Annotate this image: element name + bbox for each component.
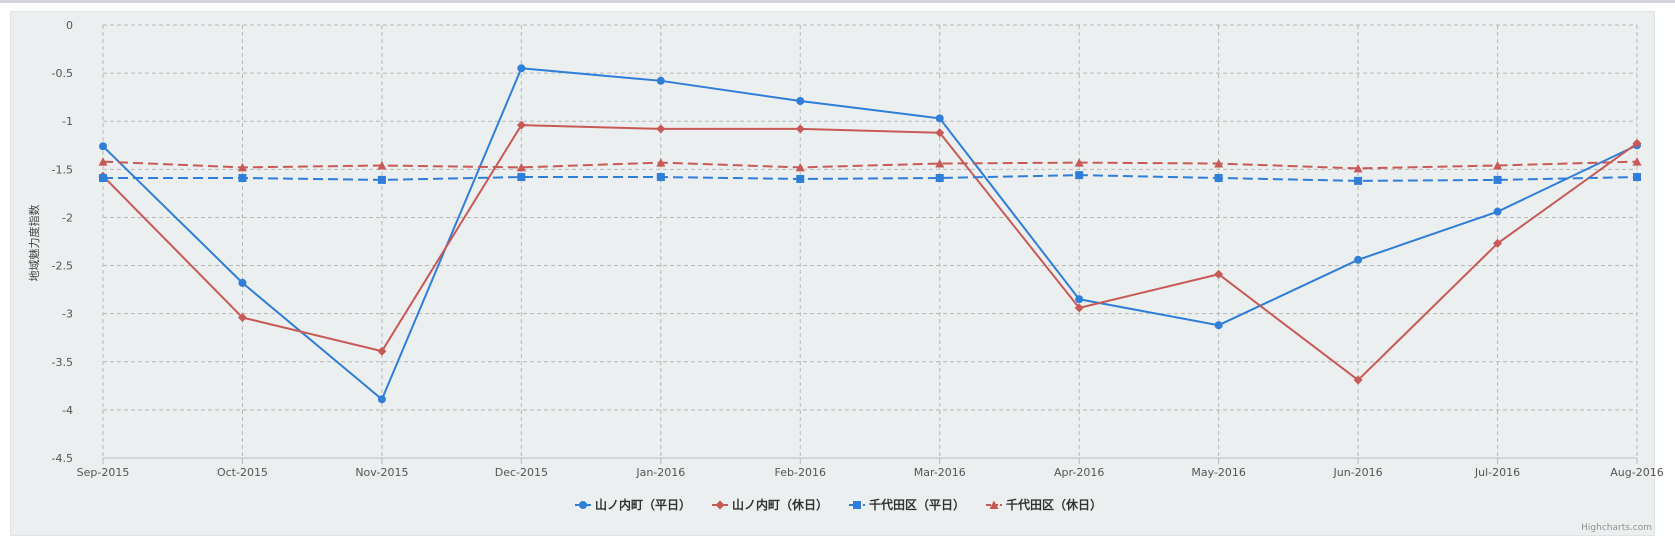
y-tick-label: -4 [62, 404, 73, 417]
data-point[interactable] [237, 313, 247, 323]
data-point[interactable] [1353, 163, 1363, 173]
x-tick-label: Jun-2016 [1333, 466, 1383, 479]
legend: 山ノ内町（平日） 山ノ内町（休日） 千代田区（平日） 千代田区（休日） [575, 497, 1102, 512]
x-tick-label: Apr-2016 [1054, 466, 1104, 479]
x-tick-label: Mar-2016 [914, 466, 966, 479]
legend-marker-symbol[interactable] [989, 500, 999, 510]
line-chart: 0 -0.5 -1 -1.5 -2 -2.5 -3 -3.5 -4 -4.5 Sep-2015 Oc… [27, 19, 1664, 533]
y-tick-label: -1.5 [52, 163, 73, 176]
data-point[interactable] [795, 162, 805, 172]
x-tick-label: Jul-2016 [1474, 466, 1520, 479]
x-tick-label: Feb-2016 [775, 466, 826, 479]
data-point[interactable] [98, 157, 108, 166]
series-1 [99, 64, 1641, 404]
series-line[interactable] [102, 67, 1638, 401]
legend-item-1[interactable]: 山ノ内町（平日） [575, 497, 691, 512]
data-point[interactable] [1214, 173, 1223, 182]
data-point[interactable] [656, 124, 666, 134]
data-point[interactable] [935, 173, 944, 182]
x-tick-label: Aug-2016 [1610, 466, 1663, 479]
credits-text[interactable]: Highcharts.com [1581, 523, 1652, 533]
x-tick-label: Nov-2015 [355, 466, 408, 479]
data-point[interactable] [1493, 160, 1503, 170]
data-point[interactable] [517, 173, 526, 182]
data-point[interactable] [99, 142, 107, 151]
data-point[interactable] [1633, 173, 1641, 182]
legend-label: 千代田区（休日） [1006, 497, 1102, 512]
legend-label: 山ノ内町（平日） [595, 497, 691, 512]
y-tick-label: -2.5 [52, 260, 73, 273]
y-tick-label: -4.5 [52, 452, 73, 465]
data-point[interactable] [1214, 269, 1224, 279]
x-tick-label: Dec-2015 [495, 466, 548, 479]
data-point[interactable] [237, 162, 247, 172]
data-point[interactable] [1214, 159, 1224, 168]
data-point[interactable] [935, 128, 945, 138]
data-point[interactable] [99, 173, 107, 182]
data-point[interactable] [1354, 255, 1363, 264]
chart-panel [10, 11, 1655, 536]
data-point[interactable] [1353, 375, 1363, 385]
series-line[interactable] [102, 160, 1638, 170]
x-tick-label: Sep-2015 [77, 466, 130, 479]
data-point[interactable] [1075, 171, 1084, 180]
series [98, 64, 1642, 404]
series-line[interactable] [102, 124, 1638, 382]
legend-label: 山ノ内町（休日） [732, 497, 828, 512]
series-3 [99, 171, 1641, 185]
x-tick-label: Jan-2016 [635, 466, 685, 479]
legend-marker-symbol[interactable] [715, 500, 725, 510]
data-point[interactable] [656, 173, 665, 182]
x-axis-ticks: Sep-2015 Oct-2015 Nov-2015 Dec-2015 Jan-2016… [77, 458, 1664, 479]
data-point[interactable] [516, 162, 526, 172]
y-tick-label: -0.5 [52, 67, 73, 80]
y-tick-label: -3 [62, 308, 73, 321]
data-point[interactable] [377, 160, 387, 170]
data-point[interactable] [1493, 207, 1502, 216]
data-point[interactable] [1075, 295, 1084, 304]
data-point[interactable] [516, 120, 526, 130]
data-point[interactable] [1074, 303, 1084, 313]
data-point[interactable] [238, 173, 247, 182]
data-point[interactable] [1493, 238, 1503, 248]
y-tick-label: -2 [62, 211, 73, 224]
legend-item-3[interactable]: 千代田区（平日） [849, 497, 965, 512]
x-tick-label: Oct-2015 [217, 466, 268, 479]
data-point[interactable] [656, 76, 665, 85]
legend-marker-symbol[interactable] [853, 501, 861, 509]
data-point[interactable] [1493, 175, 1502, 184]
data-point[interactable] [238, 278, 247, 287]
series-2 [98, 120, 1642, 385]
y-axis-title: 地域魅力度指数 [27, 205, 41, 282]
data-point[interactable] [1354, 176, 1363, 185]
data-point[interactable] [935, 159, 945, 168]
data-point[interactable] [377, 395, 386, 404]
legend-marker-symbol[interactable] [579, 501, 587, 509]
data-point[interactable] [795, 124, 805, 134]
grid [102, 24, 1638, 459]
data-point[interactable] [1632, 138, 1642, 148]
series-line[interactable] [103, 174, 1638, 182]
data-point[interactable] [796, 174, 805, 183]
data-point[interactable] [377, 346, 387, 356]
data-point[interactable] [517, 64, 526, 73]
series-4 [98, 157, 1642, 173]
legend-item-4[interactable]: 千代田区（休日） [986, 497, 1102, 512]
data-point[interactable] [1632, 157, 1642, 166]
data-point[interactable] [1214, 321, 1223, 330]
legend-item-2[interactable]: 山ノ内町（休日） [712, 497, 828, 512]
data-point[interactable] [796, 97, 805, 106]
data-point[interactable] [656, 158, 666, 167]
y-tick-label: -1 [62, 115, 73, 128]
data-point[interactable] [935, 114, 944, 123]
data-point[interactable] [377, 175, 386, 184]
y-tick-label: 0 [66, 19, 73, 32]
data-point[interactable] [1074, 158, 1084, 167]
x-tick-label: May-2016 [1191, 466, 1246, 479]
y-tick-label: -3.5 [52, 356, 73, 369]
legend-label: 千代田区（平日） [869, 497, 965, 512]
y-axis-ticks: 0 -0.5 -1 -1.5 -2 -2.5 -3 -3.5 -4 -4.5 [52, 19, 73, 465]
